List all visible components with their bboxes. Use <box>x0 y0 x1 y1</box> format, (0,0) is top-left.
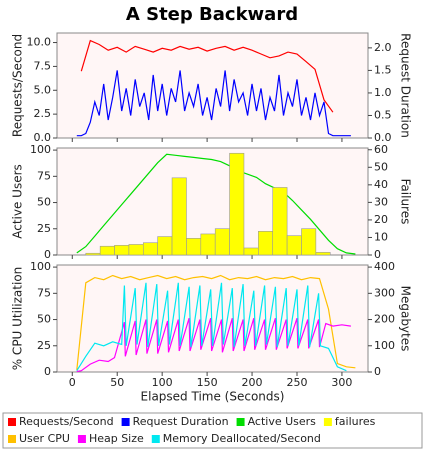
y2-tick-label: 1.0 <box>374 86 392 99</box>
y-tick-label: 25 <box>37 222 51 235</box>
bar <box>157 236 173 256</box>
y-tick-label: 0.0 <box>34 131 52 144</box>
y-tick-label: 2.5 <box>34 107 52 120</box>
series-line <box>76 153 356 255</box>
y2-tick-label: 300 <box>374 286 395 299</box>
x-tick-label: 200 <box>242 376 263 389</box>
y-tick-label: 75 <box>37 169 51 182</box>
y2-tick-label: 20 <box>374 213 388 226</box>
y-tick-label: 100 <box>30 143 51 156</box>
legend-swatch <box>8 418 16 426</box>
bar <box>85 252 101 256</box>
y2-tick-label: 40 <box>374 178 388 191</box>
x-axis-label: Elapsed Time (Seconds) <box>141 390 285 404</box>
legend-label: Heap Size <box>89 432 144 445</box>
y-tick-label: 5.0 <box>34 83 52 96</box>
legend-label: failures <box>335 415 376 428</box>
y2-tick-label: 400 <box>374 260 395 273</box>
chart-title: A Step Backward <box>126 4 298 25</box>
y2-tick-label: 0.0 <box>374 131 392 144</box>
y-tick-label: 0 <box>44 248 51 261</box>
plot-area <box>56 264 369 373</box>
bar <box>99 245 115 256</box>
y2-tick-label: 2.0 <box>374 41 392 54</box>
x-tick-label: 300 <box>331 376 352 389</box>
bar <box>186 238 202 256</box>
y-tick-label: 100 <box>30 260 51 273</box>
legend-label: Request Duration <box>133 415 229 428</box>
bar <box>200 233 216 256</box>
series-line <box>80 39 334 113</box>
legend-swatch <box>236 418 245 426</box>
legend-swatch <box>151 435 160 443</box>
bar <box>229 152 245 256</box>
legend-swatch <box>8 435 16 443</box>
series-line <box>76 70 351 137</box>
y-tick-label: 7.5 <box>34 59 52 72</box>
y2-tick-label: 200 <box>374 313 395 326</box>
bar <box>272 187 288 256</box>
bar <box>315 252 331 256</box>
x-tick-label: 250 <box>286 376 307 389</box>
y-tick-label: 10.0 <box>27 36 52 49</box>
series-line <box>76 282 347 372</box>
y-tick-label: 0 <box>44 365 51 378</box>
series-line <box>76 274 356 370</box>
y2-tick-label: 0 <box>374 248 381 261</box>
x-tick-label: 50 <box>110 376 124 389</box>
legend-swatch <box>121 418 130 426</box>
bar <box>128 244 144 256</box>
y2-tick-label: 60 <box>374 143 388 156</box>
y-axis-label: Active Users <box>11 164 25 239</box>
legend-swatch <box>77 435 86 443</box>
bar <box>114 245 130 256</box>
bar <box>258 231 274 256</box>
legend-swatch <box>323 418 332 426</box>
y2-tick-label: 50 <box>374 160 388 173</box>
y2-tick-label: 30 <box>374 195 388 208</box>
y-tick-label: 25 <box>37 339 51 352</box>
x-tick-label: 100 <box>152 376 173 389</box>
x-tick-label: 150 <box>197 376 218 389</box>
legend-box <box>2 412 423 449</box>
bar <box>301 228 317 256</box>
bar <box>214 228 230 256</box>
y2-axis-label: Megabytes <box>399 286 413 352</box>
y-axis-label: Requests/Second <box>11 34 25 137</box>
x-tick-label: 0 <box>69 376 76 389</box>
legend-label: User CPU <box>19 432 70 445</box>
legend-label: Memory Deallocated/Second <box>163 432 321 445</box>
y-axis-label: % CPU Utilization <box>11 267 25 371</box>
y2-tick-label: 10 <box>374 230 388 243</box>
bar <box>142 242 158 256</box>
plot-area <box>56 32 369 139</box>
y-tick-label: 75 <box>37 286 51 299</box>
bar <box>171 177 187 256</box>
y2-axis-label: Failures <box>399 179 413 225</box>
legend-label: Active Users <box>248 415 317 428</box>
y2-axis-label: Request Duration <box>399 33 413 138</box>
bar <box>243 247 259 256</box>
y2-tick-label: 100 <box>374 339 395 352</box>
bar <box>286 235 302 256</box>
legend-label: Requests/Second <box>19 415 114 428</box>
y2-tick-label: 0 <box>374 365 381 378</box>
y-tick-label: 50 <box>37 196 51 209</box>
y-tick-label: 50 <box>37 313 51 326</box>
y2-tick-label: 1.5 <box>374 63 392 76</box>
y2-tick-label: 0.5 <box>374 108 392 121</box>
